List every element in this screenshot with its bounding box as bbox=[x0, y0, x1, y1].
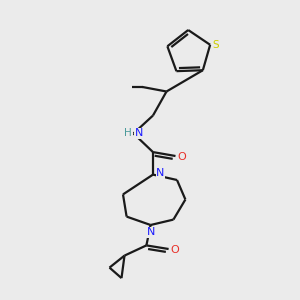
Text: N: N bbox=[146, 227, 155, 237]
Text: H: H bbox=[124, 128, 132, 139]
Text: O: O bbox=[177, 152, 186, 162]
Text: S: S bbox=[212, 40, 219, 50]
Text: O: O bbox=[170, 244, 179, 255]
Text: N: N bbox=[156, 168, 165, 178]
Text: N: N bbox=[135, 128, 143, 139]
